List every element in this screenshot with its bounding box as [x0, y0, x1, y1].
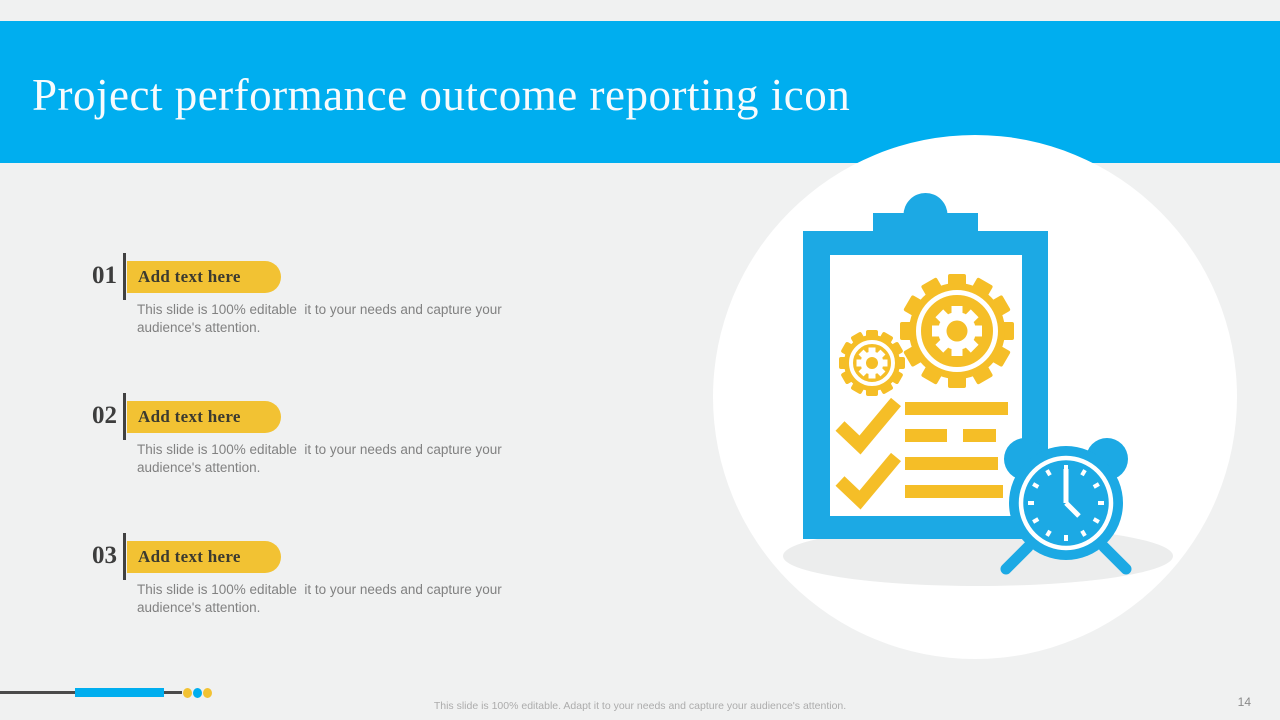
add-text-placeholder[interactable]: Add text here: [127, 541, 281, 573]
checkmark-icon: [835, 452, 901, 510]
decoration-dot: [193, 688, 202, 698]
description-line: audience's attention.: [137, 600, 261, 615]
footer-note: This slide is 100% editable. Adapt it to…: [433, 700, 847, 712]
checkmark-icon: [835, 397, 901, 455]
item-description: This slide is 100% editable it to your n…: [137, 301, 502, 337]
decoration-dot: [203, 688, 212, 698]
gear-center-hole: [932, 306, 982, 356]
list-line: [905, 402, 1008, 415]
clock-hands: [1063, 469, 1081, 518]
item-divider-line: [123, 533, 126, 580]
page-number: 14: [1237, 695, 1251, 709]
list-line: [905, 429, 947, 442]
gear-large-icon: [900, 274, 1014, 388]
item-divider-line: [123, 253, 126, 300]
progress-decoration: [0, 684, 230, 704]
list-line: [905, 485, 1003, 498]
description-line: audience's attention.: [137, 460, 261, 475]
item-description: This slide is 100% editable it to your n…: [137, 441, 502, 477]
gear-small-icon: [839, 330, 905, 396]
item-number: 01: [92, 262, 117, 289]
description-line: This slide is 100% editable it to your n…: [137, 302, 502, 317]
add-text-placeholder[interactable]: Add text here: [127, 261, 281, 293]
alarm-clock-icon: [1000, 438, 1132, 575]
add-text-placeholder[interactable]: Add text here: [127, 401, 281, 433]
list-line: [963, 429, 996, 442]
decoration-bar: [75, 688, 164, 697]
item-number: 02: [92, 402, 117, 429]
decoration-dot: [183, 688, 192, 698]
item-description: This slide is 100% editable it to your n…: [137, 581, 502, 617]
description-line: audience's attention.: [137, 320, 261, 335]
checklist-icon: [835, 397, 1008, 510]
description-line: This slide is 100% editable it to your n…: [137, 582, 502, 597]
list-item: 03 Add text here This slide is 100% edit…: [92, 533, 554, 625]
item-number: 03: [92, 542, 117, 569]
gear-center-hole: [856, 347, 888, 379]
title-banner: Project performance outcome reporting ic…: [0, 21, 1280, 163]
list-line: [905, 457, 998, 470]
item-divider-line: [123, 393, 126, 440]
clock-ticks: [1028, 465, 1104, 541]
list-item: 01 Add text here This slide is 100% edit…: [92, 253, 554, 345]
description-line: This slide is 100% editable it to your n…: [137, 442, 502, 457]
list-item: 02 Add text here This slide is 100% edit…: [92, 393, 554, 485]
page-title: Project performance outcome reporting ic…: [32, 70, 851, 120]
